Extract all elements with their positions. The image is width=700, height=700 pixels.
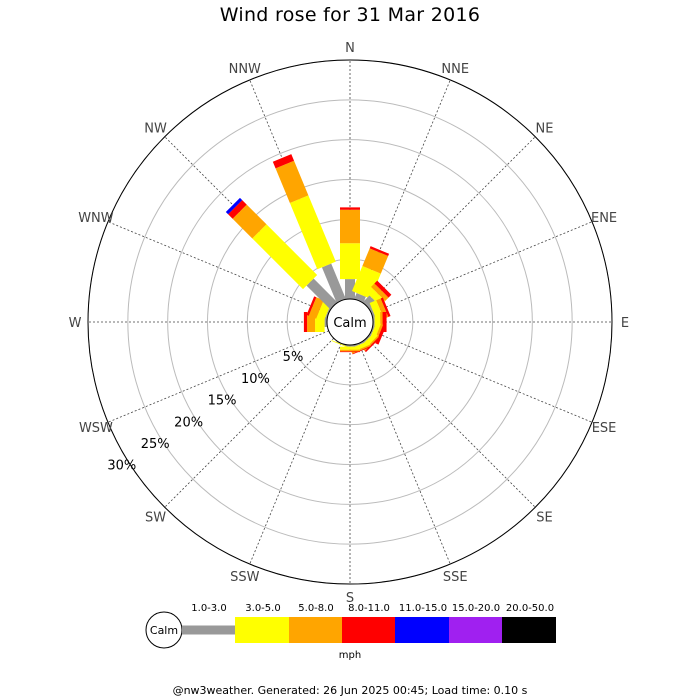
direction-label-nnw: NNW	[229, 62, 261, 77]
direction-label-wnw: WNW	[78, 211, 114, 226]
legend-bin-label-4: 11.0-15.0	[399, 603, 447, 614]
wedge-n-3	[340, 207, 360, 210]
legend-bin-label-0: 1.0-3.0	[191, 603, 226, 614]
direction-label-ne: NE	[535, 122, 553, 137]
wedge-se-3	[364, 336, 381, 353]
wedge-s-2	[340, 349, 360, 352]
legend-bin-label-2: 5.0-8.0	[298, 603, 333, 614]
wedge-n-2	[340, 209, 360, 244]
wedge-n-0	[345, 279, 355, 299]
direction-label-n: N	[345, 41, 355, 56]
wedge-nw-4	[225, 197, 243, 215]
wedge-wnw-3	[306, 296, 317, 316]
wedge-w-3	[303, 312, 308, 332]
calm-circle	[326, 298, 374, 346]
wedge-sse-3	[352, 346, 372, 355]
legend-bin-label-6: 20.0-50.0	[506, 603, 554, 614]
legend-calm-label: Calm	[150, 624, 178, 637]
radial-tick-label: 5%	[283, 350, 304, 365]
direction-label-ssw: SSW	[230, 570, 260, 585]
wedge-nne-0	[354, 292, 366, 303]
wedge-nnw-3	[272, 154, 295, 169]
legend-swatch-0	[182, 625, 235, 635]
wedge-ene-0	[369, 307, 376, 318]
wedge-s-3	[340, 351, 360, 353]
wedge-se-0	[362, 334, 371, 343]
wedge-ene-3	[380, 297, 391, 317]
legend-swatch-6	[502, 617, 556, 643]
chart-title: Wind rose for 31 Mar 2016	[219, 4, 481, 26]
wedge-nnw-2	[275, 160, 309, 204]
legend-swatch-5	[449, 617, 502, 643]
grid-ring	[167, 139, 533, 505]
wedge-ne-2	[371, 283, 389, 301]
outer-ring	[87, 59, 613, 585]
wedge-ssw-1	[331, 340, 351, 349]
direction-label-w: W	[69, 316, 82, 331]
direction-label-se: SE	[536, 510, 552, 525]
wedge-nnw-0	[321, 263, 346, 303]
legend-swatch-4	[395, 617, 449, 643]
radial-tick-label: 30%	[107, 459, 136, 474]
legend-swatch-3	[342, 617, 395, 643]
direction-label-ene: ENE	[591, 211, 617, 226]
wedge-nw-1	[252, 224, 318, 290]
direction-label-nw: NW	[144, 122, 167, 137]
radial-tick-label: 10%	[241, 372, 270, 387]
wedge-nnw-1	[289, 195, 336, 270]
calm-label: Calm	[333, 316, 366, 331]
wedge-nne-2	[362, 248, 389, 274]
wedge-nw-2	[232, 204, 267, 239]
footer-credit: @nw3weather. Generated: 26 Jun 2025 00:4…	[172, 684, 528, 697]
legend-swatch-2	[289, 617, 342, 643]
wedge-s-0	[345, 345, 355, 347]
wedge-nw-0	[306, 278, 338, 310]
legend-swatch-1	[235, 617, 289, 643]
wedge-wnw-2	[308, 297, 324, 319]
wedge-nne-3	[369, 246, 390, 257]
direction-label-nne: NNE	[441, 62, 469, 77]
direction-label-sw: SW	[145, 510, 166, 525]
direction-label-s: S	[346, 591, 354, 606]
wedge-wnw-0	[325, 307, 331, 318]
direction-label-ese: ESE	[592, 421, 617, 436]
direction-label-wsw: WSW	[79, 421, 113, 436]
legend-bin-label-1: 3.0-5.0	[245, 603, 280, 614]
radial-tick-label: 20%	[174, 415, 203, 430]
wedge-sse-0	[354, 341, 365, 347]
grid-ring	[207, 179, 493, 465]
radial-tick-label: 25%	[141, 437, 170, 452]
direction-label-sse: SSE	[443, 570, 468, 585]
wedge-s-1	[340, 346, 360, 350]
radial-tick-label: 15%	[208, 394, 237, 409]
wedge-w-0	[324, 317, 327, 327]
direction-label-e: E	[621, 316, 629, 331]
legend-unit-label: mph	[339, 650, 361, 661]
legend-bin-label-5: 15.0-20.0	[452, 603, 500, 614]
legend-bin-label-3: 8.0-11.0	[348, 603, 390, 614]
wedge-nw-3	[228, 200, 247, 219]
wedge-n-1	[340, 243, 360, 280]
grid-ring	[127, 99, 573, 545]
wedge-e-0	[373, 317, 375, 327]
wedge-ne-3	[374, 280, 392, 298]
wedge-ese-0	[369, 326, 375, 337]
